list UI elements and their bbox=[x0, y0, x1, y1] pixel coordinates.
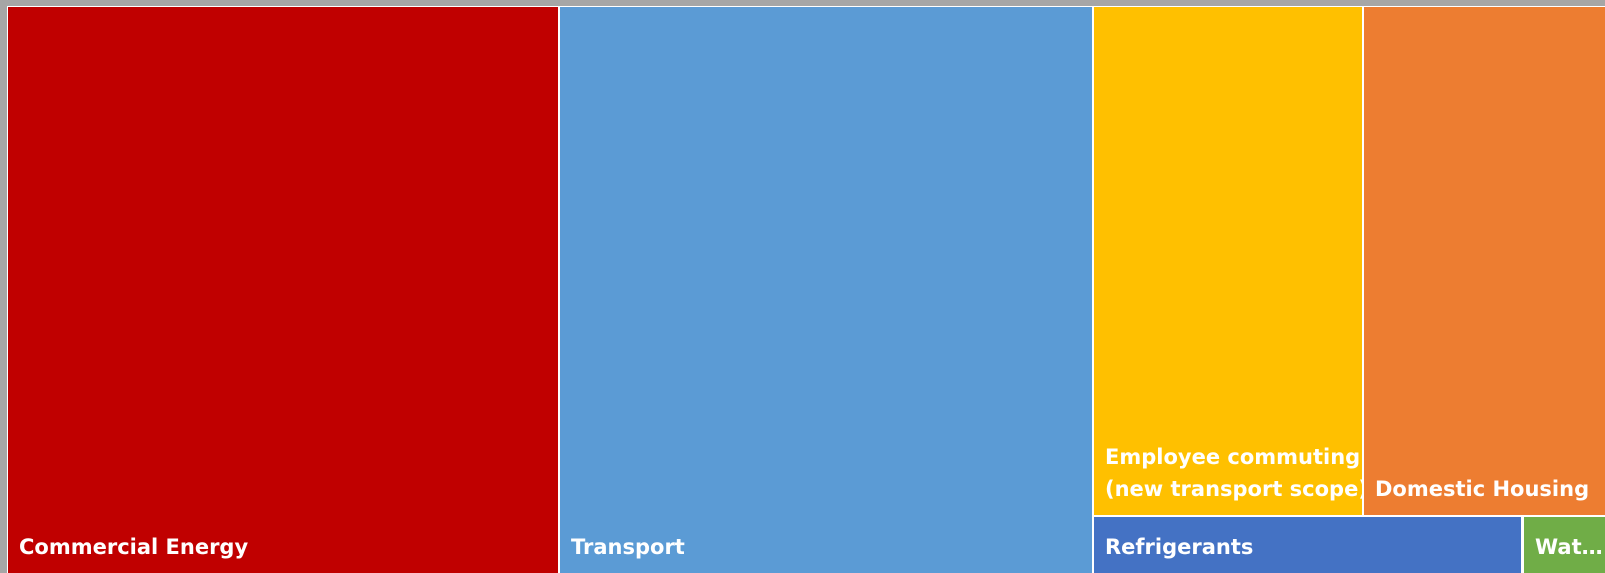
tile-label: Wat… bbox=[1535, 531, 1603, 563]
tile-label: Refrigerants bbox=[1105, 531, 1253, 563]
tile-label: Domestic Housing bbox=[1375, 473, 1589, 505]
label-line: Transport bbox=[571, 535, 685, 559]
treemap: Commercial Energy Transport Employee commu… bbox=[7, 6, 1605, 573]
tile: Refrigerants bbox=[1094, 517, 1521, 573]
label-line: (new transport scope) bbox=[1105, 477, 1362, 501]
tile-label: Employee commuting (new transport scope) bbox=[1105, 441, 1362, 505]
label-line: Employee commuting bbox=[1105, 445, 1361, 469]
tile: Commercial Energy bbox=[8, 7, 558, 573]
tile-label: Commercial Energy bbox=[19, 531, 248, 563]
tile-label: Transport bbox=[571, 531, 685, 563]
label-line: Refrigerants bbox=[1105, 535, 1254, 559]
tile: Domestic Housing bbox=[1364, 7, 1605, 515]
tile: Wat… bbox=[1524, 517, 1605, 573]
label-line: Wat… bbox=[1535, 535, 1603, 559]
label-line: Commercial Energy bbox=[19, 535, 249, 559]
tile: Transport bbox=[560, 7, 1092, 573]
tile: Employee commuting (new transport scope) bbox=[1094, 7, 1362, 515]
label-line: Domestic Housing bbox=[1375, 477, 1590, 501]
